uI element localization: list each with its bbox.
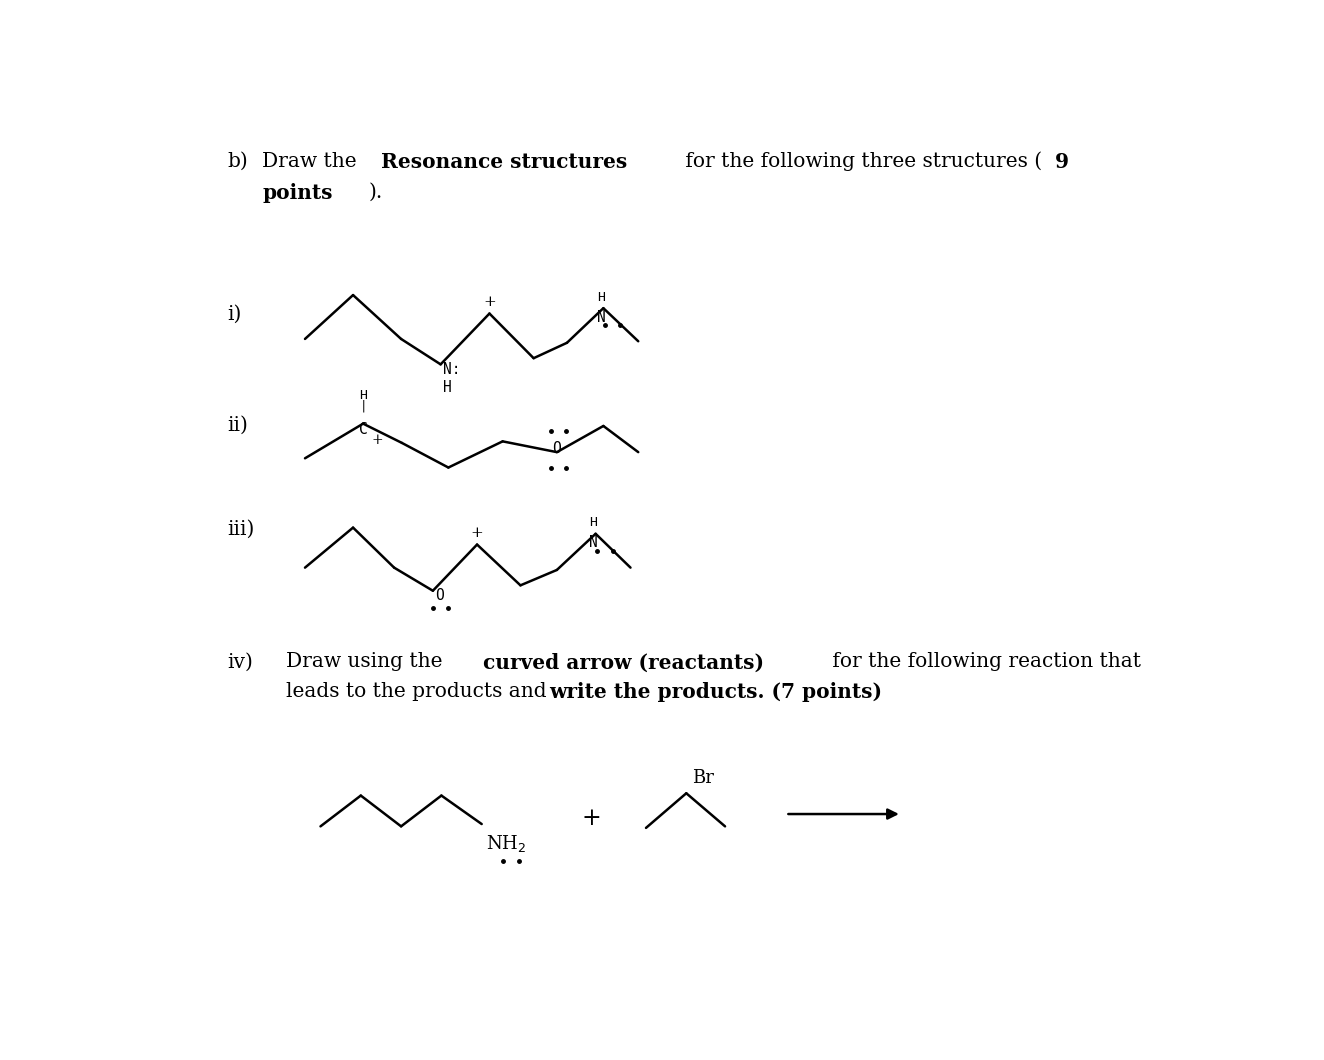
Text: points: points (262, 182, 332, 202)
Text: C: C (359, 422, 368, 437)
Text: Resonance structures: Resonance structures (381, 152, 628, 172)
Text: +: + (581, 807, 601, 830)
Text: H: H (589, 516, 597, 529)
Text: +: + (371, 432, 383, 447)
Text: +: + (470, 526, 483, 540)
Text: for the following reaction that: for the following reaction that (826, 652, 1141, 671)
Text: ).: ). (368, 182, 383, 201)
Text: i): i) (228, 304, 242, 323)
Text: H: H (444, 379, 451, 394)
Text: Draw the: Draw the (262, 152, 363, 171)
Text: NH$_2$: NH$_2$ (486, 833, 526, 854)
Text: O: O (436, 588, 444, 603)
Text: for the following three structures (: for the following three structures ( (678, 152, 1042, 172)
Text: iii): iii) (228, 519, 256, 538)
Text: O: O (552, 441, 561, 456)
Text: N: N (597, 310, 605, 324)
Text: H: H (597, 290, 605, 303)
Text: H: H (359, 389, 367, 402)
Text: 9: 9 (1055, 152, 1070, 172)
Text: N: N (589, 535, 597, 550)
Text: +: + (483, 295, 495, 308)
Text: Draw using the: Draw using the (286, 652, 449, 671)
Text: ii): ii) (228, 416, 249, 435)
Text: |: | (359, 400, 367, 412)
Text: curved arrow (reactants): curved arrow (reactants) (483, 652, 764, 672)
Text: Br: Br (692, 770, 715, 788)
Text: b): b) (228, 152, 249, 171)
Text: write the products. (7 points): write the products. (7 points) (549, 682, 882, 702)
Text: leads to the products and: leads to the products and (286, 682, 552, 701)
Text: N:: N: (444, 363, 461, 377)
Text: iv): iv) (228, 652, 253, 671)
